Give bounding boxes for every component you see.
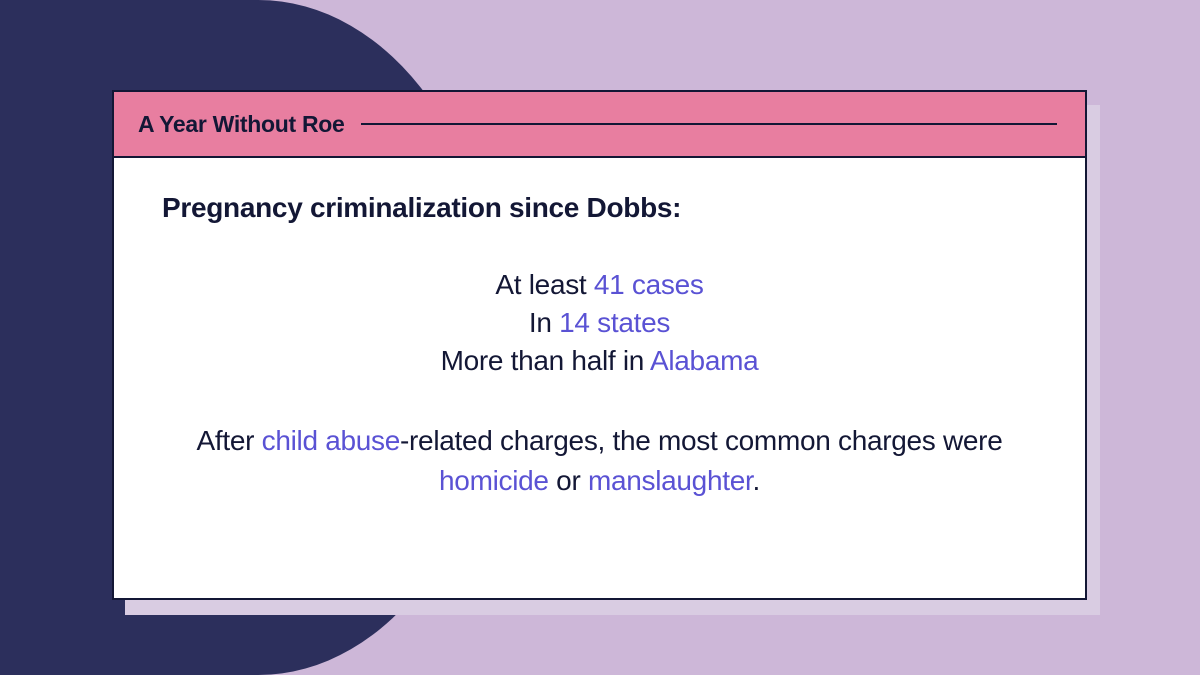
stat3-highlight: Alabama: [650, 345, 758, 376]
para-end: .: [752, 465, 759, 496]
stat2-pre: In: [529, 307, 559, 338]
card-body: Pregnancy criminalization since Dobbs: A…: [114, 158, 1085, 530]
para-hl3: manslaughter: [588, 465, 753, 496]
card-header: A Year Without Roe: [114, 92, 1085, 158]
stat2-highlight: 14 states: [559, 307, 670, 338]
para-hl2: homicide: [439, 465, 549, 496]
body-heading: Pregnancy criminalization since Dobbs:: [162, 192, 1037, 224]
para-mid2: or: [549, 465, 588, 496]
body-paragraph: After child abuse-related charges, the m…: [162, 421, 1037, 499]
para-mid1: -related charges, the most common charge…: [400, 425, 1002, 456]
para-pre1: After: [197, 425, 262, 456]
info-card: A Year Without Roe Pregnancy criminaliza…: [112, 90, 1087, 600]
stat1-pre: At least: [495, 269, 593, 300]
stat-line-2: In 14 states: [162, 304, 1037, 342]
para-hl1: child abuse: [262, 425, 400, 456]
stat-line-3: More than half in Alabama: [162, 342, 1037, 380]
stat3-pre: More than half in: [441, 345, 650, 376]
card-header-title: A Year Without Roe: [138, 111, 345, 138]
stat1-highlight: 41 cases: [594, 269, 704, 300]
stat-line-1: At least 41 cases: [162, 266, 1037, 304]
body-stats: At least 41 cases In 14 states More than…: [162, 266, 1037, 379]
header-divider-line: [361, 123, 1057, 125]
